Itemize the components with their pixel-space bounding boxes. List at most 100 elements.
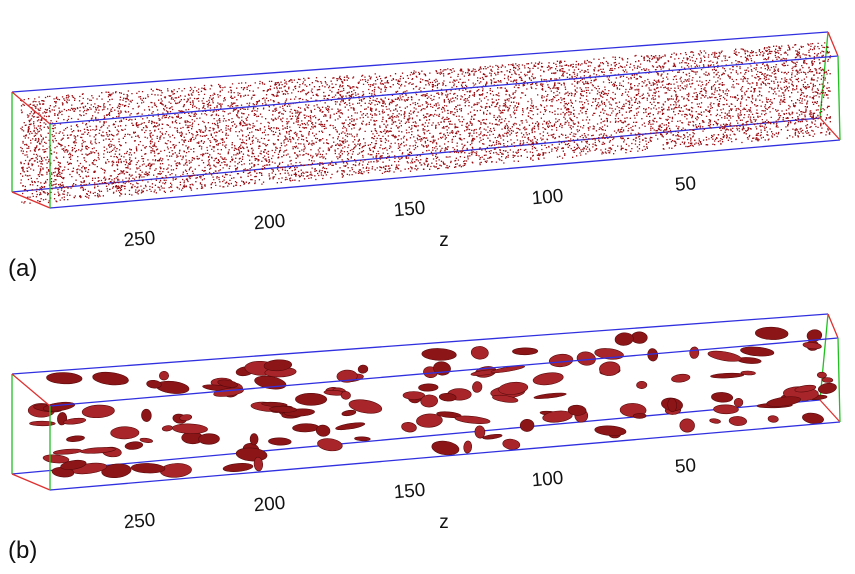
isosurface-blob xyxy=(710,372,745,379)
z-tick-label: 50 xyxy=(674,455,697,478)
isosurface-blob xyxy=(548,353,574,368)
isosurface-blob xyxy=(594,425,627,436)
isosurface-blob xyxy=(532,372,564,386)
box-edge xyxy=(49,337,839,407)
isosurface-blob xyxy=(179,414,193,421)
isosurface-blob xyxy=(268,437,292,446)
isosurface-blob xyxy=(81,404,115,419)
isosurface-blob xyxy=(60,459,87,470)
isosurface-blob xyxy=(599,361,621,376)
isosurface-blob xyxy=(341,409,357,417)
isosurface-blob xyxy=(295,392,328,406)
isosurface-blob xyxy=(317,438,343,452)
isosurface-blob xyxy=(631,331,648,344)
z-tick-label: 50 xyxy=(674,173,697,196)
box-edge xyxy=(11,31,829,93)
isosurface-blob xyxy=(816,371,827,379)
isosurface-blob xyxy=(740,346,775,357)
box-edge xyxy=(837,55,841,141)
panel-label: (b) xyxy=(8,537,37,564)
isosurface-blob xyxy=(235,447,268,462)
isosurface-blob xyxy=(155,380,190,394)
box-edge xyxy=(827,313,839,339)
box-edge xyxy=(819,117,841,141)
isosurface-blob xyxy=(336,369,358,383)
isosurface-blob xyxy=(755,326,789,340)
isosurface-blob xyxy=(110,426,140,440)
axis-label: z xyxy=(439,512,449,533)
isosurface-blob xyxy=(130,463,166,474)
isosurface-blob xyxy=(542,410,573,423)
isosurface-blob xyxy=(454,415,491,424)
isosurface-blob xyxy=(431,440,460,456)
isosurface-blob xyxy=(490,365,525,374)
isosurface-blob xyxy=(711,392,734,403)
isosurface-blob xyxy=(632,413,647,419)
isosurface-blob xyxy=(171,423,208,434)
isosurface-blob xyxy=(159,370,169,381)
isosurface-blob xyxy=(141,408,152,422)
isosurface-blob xyxy=(470,346,489,360)
z-tick-label: 150 xyxy=(393,480,426,504)
box-edge xyxy=(11,313,829,375)
isosurface-blob xyxy=(438,392,457,402)
isosurface-blob xyxy=(733,397,744,408)
isosurface-blob xyxy=(492,394,519,403)
isosurface-blob xyxy=(472,381,483,393)
box-edge xyxy=(11,191,51,209)
isosurface-blob xyxy=(124,441,144,450)
z-tick-label: 200 xyxy=(253,493,286,517)
isosurface-blob xyxy=(421,348,457,361)
isosurface-blob xyxy=(533,392,567,399)
z-tick-label: 250 xyxy=(123,228,156,252)
isosurface-blob xyxy=(502,438,521,450)
isosurface-blob xyxy=(29,420,56,427)
isosurface-blob xyxy=(217,379,238,388)
isosurface-blob xyxy=(767,415,779,423)
isosurface-blob xyxy=(46,372,83,385)
isosurface-blob xyxy=(707,350,742,362)
box-edge xyxy=(827,31,839,57)
isosurface-blob xyxy=(482,433,503,440)
isosurface-blob xyxy=(474,425,486,439)
isosurface-blob xyxy=(709,418,721,424)
isosurface-blob xyxy=(139,437,153,443)
isosurface-blob xyxy=(671,373,691,383)
isosurface-blob xyxy=(263,359,293,372)
box-edge xyxy=(819,399,841,423)
isosurface-blob xyxy=(354,436,371,442)
isosurface-blob xyxy=(667,397,678,413)
box-edge xyxy=(11,373,51,407)
isosurface-blob xyxy=(101,463,132,479)
box-edge xyxy=(11,473,51,491)
isosurface-blob xyxy=(66,435,85,442)
isosurface-blob xyxy=(512,347,539,356)
isosurface-blob xyxy=(636,380,648,390)
isosurface-blob xyxy=(42,454,70,464)
isosurface-blob xyxy=(161,425,173,432)
isosurface-blob xyxy=(794,384,817,393)
isosurface-blob xyxy=(340,390,351,400)
isosurface-blob xyxy=(159,463,192,478)
isosurface-blob xyxy=(42,401,76,412)
isosurface-blob xyxy=(146,379,162,389)
isosurface-blob xyxy=(519,418,535,432)
box-edge xyxy=(49,421,841,491)
isosurface-blob xyxy=(679,418,695,433)
isosurface-blob xyxy=(416,413,443,428)
isosurface-blob xyxy=(728,416,747,426)
isosurface-blob xyxy=(576,351,596,366)
isosurface-blob xyxy=(418,383,439,392)
box-edge xyxy=(11,91,51,125)
isosurface-blob xyxy=(335,422,366,431)
isosurface-blob xyxy=(817,382,837,394)
isosurface-blob xyxy=(79,447,116,454)
isosurface-blob xyxy=(198,433,220,445)
isosurface-blob xyxy=(52,448,83,455)
isosurface-blob xyxy=(463,440,473,454)
isosurface-blob xyxy=(766,396,802,407)
isosurface-blob xyxy=(253,456,264,472)
isosurface-blob xyxy=(567,404,587,416)
isosurface-blob xyxy=(740,370,756,376)
